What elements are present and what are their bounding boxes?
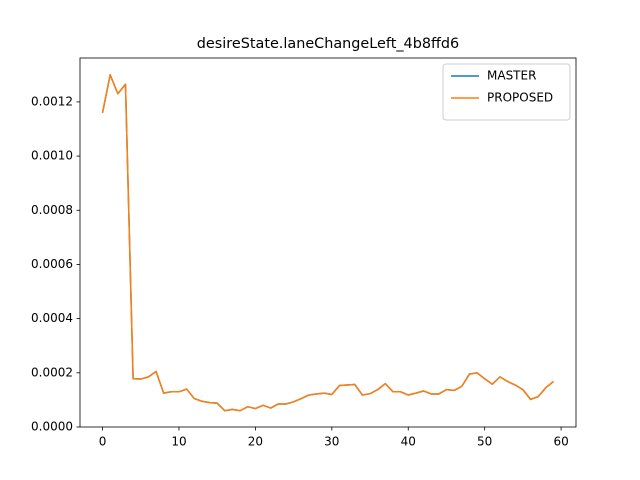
y-tick-label: 0.0004 — [31, 311, 73, 325]
legend-box — [442, 63, 571, 121]
x-tick-label: 0 — [99, 435, 107, 449]
y-tick-label: 0.0002 — [31, 365, 73, 379]
y-tick-label: 0.0008 — [31, 203, 73, 217]
x-tick-label: 50 — [477, 435, 492, 449]
y-tick-label: 0.0000 — [31, 420, 73, 434]
axes-frame — [79, 57, 577, 428]
y-tick-label: 0.0006 — [31, 257, 73, 271]
x-tick-label: 20 — [248, 435, 263, 449]
x-tick-label: 10 — [171, 435, 186, 449]
x-tick-label: 40 — [401, 435, 416, 449]
y-tick-label: 0.0012 — [31, 94, 73, 108]
x-tick-label: 30 — [324, 435, 339, 449]
legend-label: PROPOSED — [487, 91, 553, 105]
line-series — [101, 74, 554, 412]
y-tick-label: 0.0010 — [31, 149, 73, 163]
legend-label: MASTER — [487, 69, 536, 83]
chart-title: desireState.laneChangeLeft_4b8ffd6 — [197, 36, 459, 52]
x-tick-label: 60 — [553, 435, 568, 449]
line-series — [101, 74, 554, 412]
